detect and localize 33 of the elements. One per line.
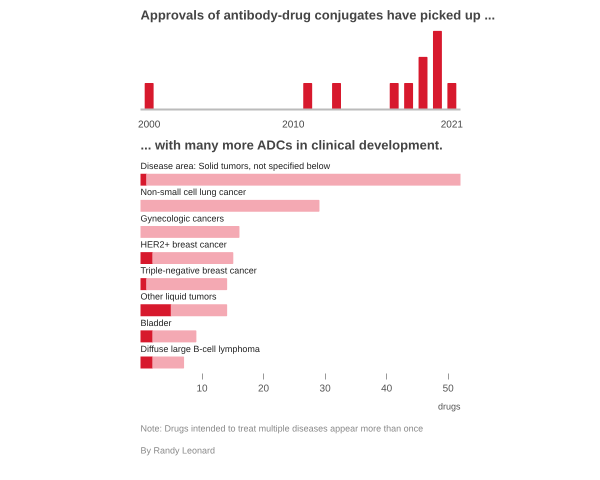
x-tick-label: 30 [320,384,332,394]
y-tick-label: Triple-negative breast cancer [140,266,257,276]
text: Note: Drugs intended to treat multiple diseases appear more than once [140,424,424,434]
bar [140,226,240,238]
y-tick-label: Other liquid tumors [140,292,218,302]
bar [140,252,154,264]
bar [146,278,228,290]
bar [140,200,320,212]
bar [170,304,228,316]
bar [152,330,196,342]
x-tick-label: 2010 [282,120,305,130]
bar [152,356,184,369]
x-tick-label: 10 [196,384,208,394]
bar [152,252,234,264]
y-tick-label: HER2+ breast cancer [140,239,227,250]
x-axis-title: drugs [438,402,461,412]
x-tick-label: 50 [442,384,454,394]
bar [146,174,460,186]
x-tick-label: 2000 [138,120,161,130]
y-tick-label: Gynecologic cancers [140,213,225,224]
y-tick-label: Disease area: Solid tumors, not specified below [140,161,331,172]
y-tick-label: Non-small cell lung cancer [140,187,246,198]
bar [140,304,172,316]
y-tick-label: Bladder [140,318,172,328]
x-tick-label: 40 [381,384,393,394]
y-tick-label: Diffuse large B-cell lymphoma [140,344,260,354]
bar [140,330,154,342]
x-tick-label: 2021 [440,120,464,130]
bar [140,356,154,369]
x-tick-label: 20 [258,384,270,394]
chart-title: Approvals of antibody-drug conjugates have picked up ... [140,8,496,22]
text: By Randy Leonard [140,446,216,456]
chart-title: ... with many more ADCs in clinical development. [140,138,443,152]
